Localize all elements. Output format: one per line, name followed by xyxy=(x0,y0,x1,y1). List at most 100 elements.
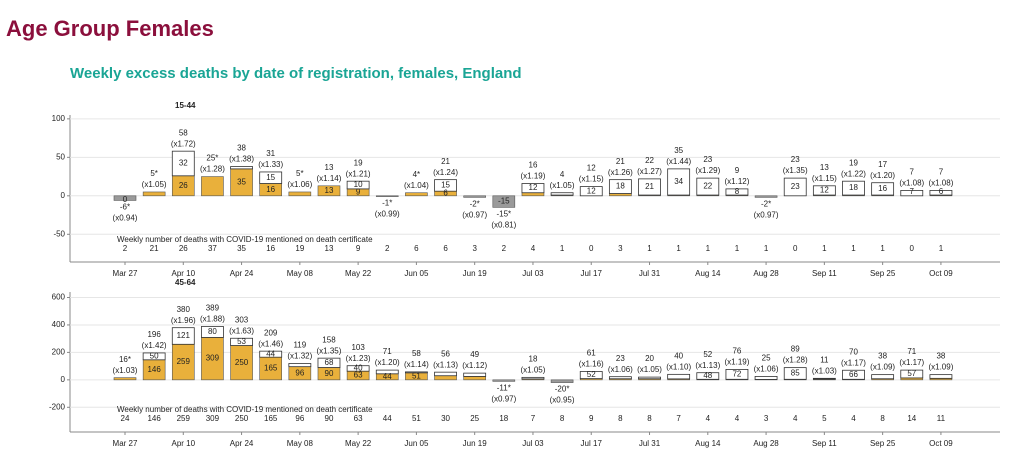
segment-label: 53 xyxy=(237,337,246,346)
ratio-label: (x1.17) xyxy=(841,358,866,367)
other-segment xyxy=(230,337,253,346)
other-segment xyxy=(259,171,283,184)
ratio-label: (x1.19) xyxy=(724,358,749,367)
other-segment xyxy=(608,376,632,380)
excess-label: 76 xyxy=(732,347,741,356)
excess-label: 5* xyxy=(296,169,304,178)
excess-label: 21 xyxy=(441,157,450,166)
excess-label: 13 xyxy=(820,163,829,172)
x-tick-label: Sep 11 xyxy=(812,269,837,278)
x-tick-label: May 22 xyxy=(345,439,372,448)
negative-bar xyxy=(113,195,137,201)
covid-count: 1 xyxy=(647,244,652,253)
covid-count: 7 xyxy=(531,414,536,423)
x-tick-label: Apr 10 xyxy=(171,269,195,278)
excess-label: 22 xyxy=(645,156,654,165)
ratio-label: (x1.42) xyxy=(142,341,167,350)
other-segment xyxy=(638,178,661,196)
covid-segment xyxy=(317,185,341,197)
segment-label: 13 xyxy=(325,186,334,195)
covid-count: 0 xyxy=(910,244,915,253)
excess-label: 389 xyxy=(206,304,220,313)
ratio-label: (x1.21) xyxy=(346,169,371,178)
covid-count: 1 xyxy=(706,244,711,253)
x-tick-label: Mar 27 xyxy=(113,439,138,448)
segment-label: 22 xyxy=(703,182,712,191)
excess-label: 158 xyxy=(322,335,336,344)
excess-label: 16 xyxy=(529,161,538,170)
covid-count: 5 xyxy=(822,414,827,423)
segment-label: 26 xyxy=(179,181,188,190)
segment-label: 48 xyxy=(703,371,712,380)
segment-label: 165 xyxy=(264,364,278,373)
ratio-label: (x1.22) xyxy=(841,169,866,178)
segment-label: 80 xyxy=(208,327,217,336)
segment-label: 121 xyxy=(177,331,191,340)
covid-count: 0 xyxy=(589,244,594,253)
segment-label: 10 xyxy=(354,180,363,189)
covid-count: 259 xyxy=(177,414,191,423)
segment-label: 40 xyxy=(354,364,363,373)
covid-count: 13 xyxy=(325,244,334,253)
covid-count: 4 xyxy=(793,414,798,423)
excess-label: 7 xyxy=(939,168,944,177)
covid-count: 165 xyxy=(264,414,278,423)
covid-count: 1 xyxy=(822,244,827,253)
ratio-label: (x1.08) xyxy=(928,179,953,188)
excess-label: 18 xyxy=(529,354,538,363)
ratio-label: (x1.04) xyxy=(404,181,429,190)
other-segment xyxy=(404,371,428,374)
excess-label: -1* xyxy=(382,199,392,208)
ratio-label: (x0.94) xyxy=(113,214,138,223)
x-tick-label: Apr 24 xyxy=(230,269,254,278)
covid-count: 250 xyxy=(235,414,249,423)
excess-label: 61 xyxy=(587,349,596,358)
segment-label: 250 xyxy=(235,358,249,367)
excess-label: 21 xyxy=(616,157,625,166)
ratio-label: (x1.13) xyxy=(695,361,720,370)
excess-label: 11 xyxy=(820,355,829,364)
other-segment xyxy=(900,369,924,379)
excess-label: 19 xyxy=(849,158,858,167)
excess-label: 103 xyxy=(351,343,365,352)
covid-count: 8 xyxy=(618,414,623,423)
covid-count: 21 xyxy=(150,244,159,253)
other-segment xyxy=(608,179,632,194)
ratio-label: (x1.12) xyxy=(724,177,749,186)
x-tick-label: Sep 11 xyxy=(812,439,837,448)
segment-label: 15 xyxy=(441,181,450,190)
ratio-label: (x1.63) xyxy=(229,326,254,335)
segment-label: 146 xyxy=(147,365,161,374)
ratio-label: (x1.14) xyxy=(404,360,429,369)
ratio-label: (x1.19) xyxy=(521,172,546,181)
covid-count: 4 xyxy=(531,244,536,253)
negative-bar xyxy=(754,195,778,198)
segment-label: 8 xyxy=(735,187,740,196)
covid-count: 2 xyxy=(502,244,507,253)
ratio-label: (x1.33) xyxy=(258,160,283,169)
covid-count: 8 xyxy=(647,414,652,423)
ratio-label: (x1.06) xyxy=(608,365,633,374)
segment-label: 21 xyxy=(645,182,654,191)
excess-label: 23 xyxy=(791,155,800,164)
ratio-label: (x1.44) xyxy=(666,157,691,166)
other-segment xyxy=(521,376,545,380)
covid-count: 1 xyxy=(880,244,885,253)
covid-count: 37 xyxy=(208,244,217,253)
excess-label: -20* xyxy=(555,385,570,394)
x-tick-label: May 08 xyxy=(287,439,314,448)
other-segment xyxy=(434,179,457,192)
ratio-label: (x1.35) xyxy=(317,346,342,355)
ratio-label: (x1.72) xyxy=(171,139,196,148)
x-tick-label: Oct 09 xyxy=(929,439,953,448)
segment-label: 7 xyxy=(910,187,915,196)
excess-label: 196 xyxy=(147,330,161,339)
covid-count: 44 xyxy=(383,414,392,423)
other-segment xyxy=(667,168,691,196)
covid-count: 1 xyxy=(851,244,856,253)
covid-segment xyxy=(434,375,457,381)
y-tick-label: -200 xyxy=(49,402,66,411)
other-segment xyxy=(725,188,749,196)
page-title: Age Group Females xyxy=(6,16,214,41)
segment-label: -15 xyxy=(498,197,510,206)
